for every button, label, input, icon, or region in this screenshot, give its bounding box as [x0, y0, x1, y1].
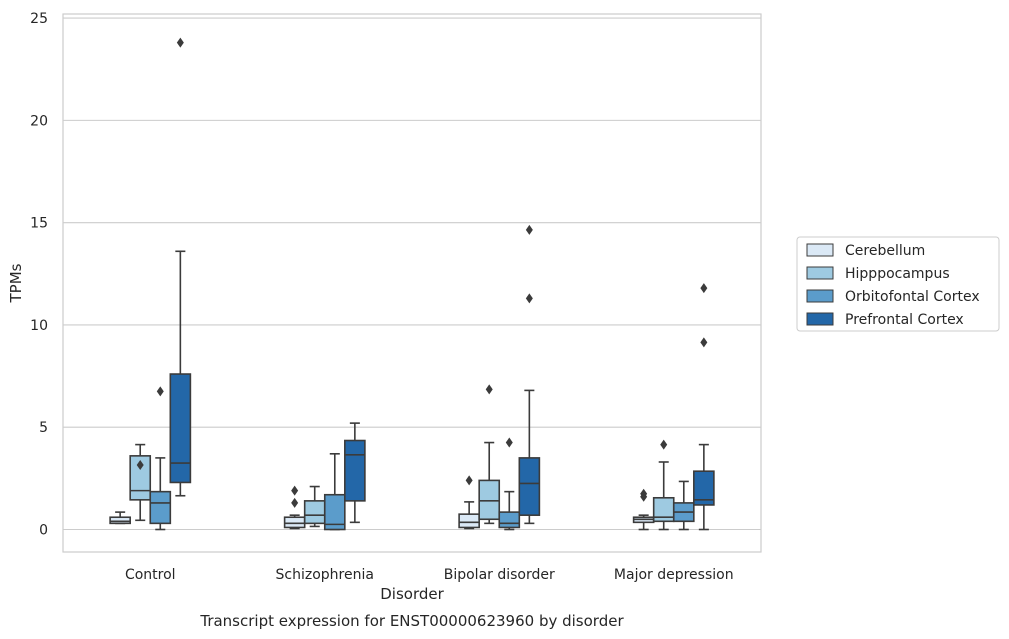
box-iqr	[323, 493, 346, 531]
box-iqr	[169, 373, 192, 484]
box-iqr	[693, 470, 715, 506]
box-iqr	[109, 516, 131, 525]
box-iqr	[518, 457, 541, 516]
x-tick-label: Schizophrenia	[276, 567, 374, 583]
box-iqr	[498, 511, 521, 529]
x-tick-label: Major depression	[614, 567, 734, 583]
outlier-point	[291, 497, 299, 508]
box-0-1	[129, 443, 152, 522]
y-tick-label: 20	[30, 113, 48, 129]
box-3-2	[672, 480, 695, 531]
legend: Cerebellum Hipppocampus Orbitofontal Corte…	[796, 236, 1000, 332]
box-iqr	[303, 500, 326, 525]
outlier-point	[505, 437, 513, 448]
outlier-point	[700, 337, 708, 348]
y-tick-label: 10	[30, 318, 48, 334]
outlier-point	[485, 384, 493, 395]
box-3-0	[632, 488, 655, 531]
legend-swatch	[806, 312, 834, 326]
legend-label: Prefrontal Cortex	[845, 312, 964, 328]
legend-label: Orbitofontal Cortex	[845, 289, 980, 305]
x-tick-labels: Control Schizophrenia Bipolar disorder Majo…	[125, 567, 734, 583]
outlier-point	[660, 439, 668, 450]
legend-swatch	[806, 266, 834, 280]
legend-swatch	[806, 289, 834, 303]
y-axis-label: TPMs	[7, 263, 25, 303]
chart-caption: Transcript expression for ENST0000062396…	[199, 612, 624, 630]
outlier-point	[465, 475, 473, 486]
box-2-3	[518, 224, 541, 525]
box-iqr	[129, 455, 152, 501]
box-2-0	[458, 475, 480, 530]
outlier-point	[176, 37, 184, 48]
outlier-point	[525, 224, 533, 235]
box-1-3	[344, 422, 366, 524]
box-3-3	[693, 283, 715, 531]
x-axis-label: Disorder	[380, 585, 444, 603]
plot-area	[62, 13, 762, 553]
y-tick-label: 25	[30, 11, 48, 27]
box-0-0	[109, 511, 131, 525]
legend-label: Hipppocampus	[845, 266, 950, 282]
outlier-point	[156, 386, 164, 397]
box-0-2	[149, 386, 172, 531]
legend-frame	[796, 236, 1000, 332]
outlier-point	[525, 293, 533, 304]
y-tick-label: 15	[30, 216, 48, 232]
x-tick-label: Bipolar disorder	[444, 567, 555, 583]
outlier-point	[640, 488, 648, 499]
box-2-1	[478, 384, 501, 525]
y-tick-label: 5	[39, 420, 48, 436]
boxes	[109, 37, 715, 531]
box-iqr	[458, 513, 480, 529]
box-iqr	[478, 479, 501, 521]
x-tick-label: Control	[125, 567, 176, 583]
outlier-point	[136, 460, 144, 471]
box-iqr	[344, 439, 366, 502]
box-2-2	[498, 437, 521, 531]
box-3-1	[652, 439, 675, 531]
box-1-2	[323, 453, 346, 531]
y-tick-labels: 0 5 10 15 20 25	[30, 11, 48, 538]
legend-swatch	[806, 243, 834, 257]
box-0-3	[169, 37, 192, 497]
box-iqr	[149, 490, 172, 525]
y-tick-label: 0	[39, 522, 48, 538]
outlier-point	[700, 283, 708, 294]
legend-label: Cerebellum	[845, 243, 925, 259]
outlier-point	[291, 485, 299, 496]
box-iqr	[283, 516, 306, 529]
